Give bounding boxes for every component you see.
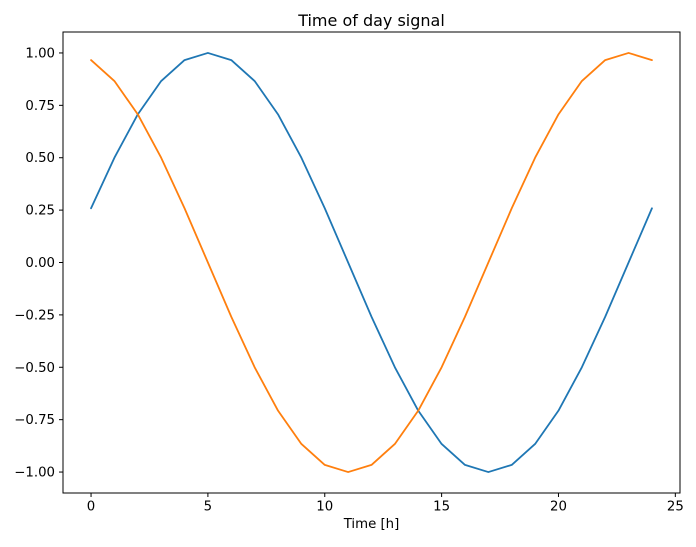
- y-tick-label: −0.75: [14, 413, 55, 428]
- series-line-blue-signal: [90, 52, 653, 473]
- x-tick-label: 20: [550, 500, 567, 515]
- y-tick-label: 0.00: [25, 256, 55, 271]
- y-tick-label: −1.00: [14, 466, 55, 481]
- y-tick-label: 0.50: [25, 151, 55, 166]
- x-tick-label: 5: [204, 500, 212, 515]
- x-axis-label: Time [h]: [343, 517, 400, 532]
- y-tick-label: 0.75: [25, 99, 55, 114]
- y-tick-label: −0.50: [14, 361, 55, 376]
- x-tick-label: 0: [87, 500, 95, 515]
- y-tick-label: 0.25: [25, 204, 55, 219]
- y-tick-label: −0.25: [14, 308, 55, 323]
- chart-title: Time of day signal: [298, 11, 445, 30]
- x-tick-label: 10: [316, 500, 333, 515]
- x-tick-label: 15: [433, 500, 450, 515]
- x-tick-label: 25: [667, 500, 684, 515]
- y-tick-label: 1.00: [25, 46, 55, 61]
- axes-frame: [62, 31, 681, 494]
- series-line-orange-signal: [90, 52, 653, 473]
